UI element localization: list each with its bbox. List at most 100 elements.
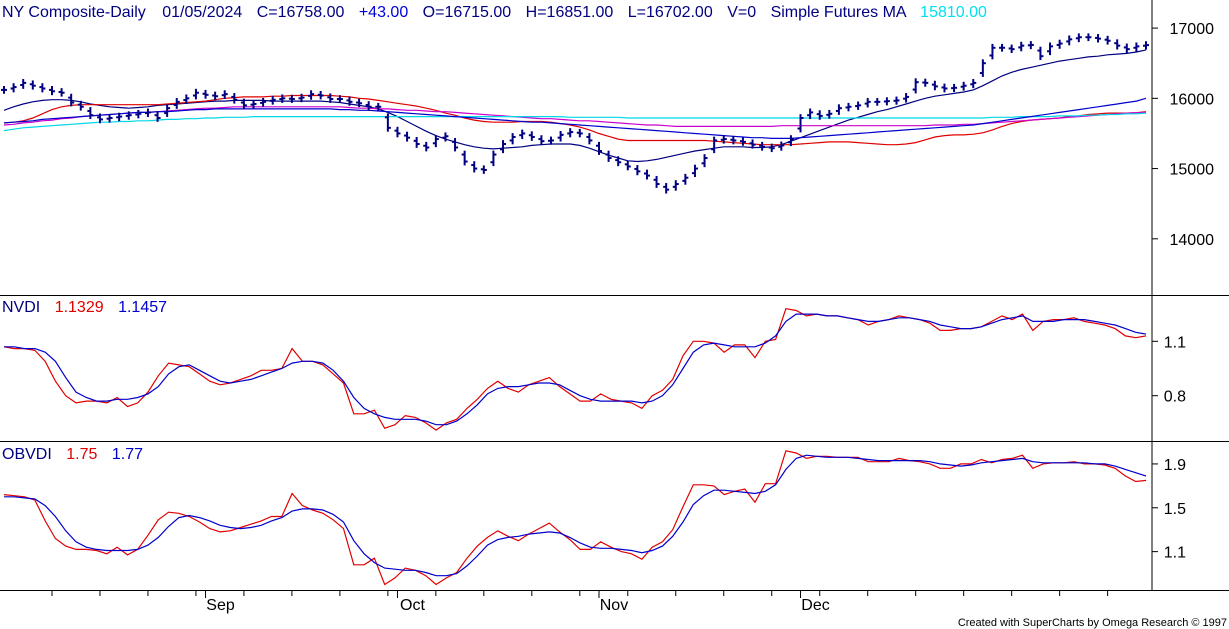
obvdi-tick-label: 1.9	[1164, 457, 1186, 474]
ohlc-bar	[250, 100, 257, 109]
ohlc-bar	[595, 141, 602, 155]
ohlc-bar	[912, 78, 919, 94]
ohlc-bar	[269, 95, 276, 105]
ohlc-bar	[183, 94, 190, 104]
ohlc-bar	[87, 107, 94, 120]
ohlc-bar	[154, 111, 161, 122]
ohlc-bar	[1056, 39, 1063, 49]
ohlc-bar	[845, 102, 852, 112]
ohlc-bar	[835, 104, 842, 115]
ohlc-bar	[605, 150, 612, 162]
ohlc-bar	[615, 156, 622, 167]
ma-line	[3, 49, 1147, 163]
ohlc-bar	[624, 160, 631, 171]
ohlc-bar	[1037, 46, 1044, 61]
ohlc-bar	[979, 59, 986, 77]
obvdi-tick-label: 1.5	[1164, 501, 1186, 518]
ohlc-bar	[970, 79, 977, 89]
ma-line	[3, 94, 1147, 146]
ohlc-bar	[778, 141, 785, 151]
ohlc-bar	[855, 101, 862, 110]
ohlc-bar	[951, 83, 958, 93]
nvdi-value-1: 1.1329	[55, 299, 104, 316]
ohlc-bar	[116, 112, 123, 122]
ohlc-bar	[922, 78, 929, 87]
ohlc-bar	[893, 96, 900, 105]
open-label: O=16715.00	[423, 4, 512, 21]
ohlc-bar	[720, 135, 727, 144]
ohlc-bar	[864, 97, 871, 108]
ohlc-bar	[346, 96, 353, 106]
ma-line	[3, 97, 1147, 139]
ohlc-bar	[375, 102, 382, 111]
ohlc-bar	[691, 164, 698, 177]
ohlc-bar	[567, 128, 574, 138]
ohlc-bar	[807, 108, 814, 120]
symbol-label: NY Composite-Daily	[2, 4, 146, 21]
ohlc-bar	[260, 97, 267, 107]
ohlc-bar	[48, 86, 55, 96]
obvdi-tick-label: 1.1	[1164, 545, 1186, 562]
chart-header: NY Composite-Daily 01/05/2024 C=16758.00…	[2, 4, 987, 21]
ohlc-bar	[365, 101, 372, 111]
ohlc-bar	[125, 111, 132, 120]
ohlc-bar	[931, 80, 938, 91]
ohlc-bar	[1095, 34, 1102, 43]
ohlc-bar	[1114, 39, 1121, 50]
ohlc-bar	[106, 114, 113, 123]
credit-text: Created with SuperCharts by Omega Resear…	[958, 617, 1227, 629]
nvdi-header: NVDI 1.1329 1.1457	[2, 299, 167, 316]
obvdi-pane: 1.1 1.5 1.9	[3, 450, 1186, 586]
ohlc-bar	[711, 136, 718, 154]
ohlc-bar	[1085, 33, 1092, 42]
ohlc-bar	[768, 143, 775, 153]
ohlc-bar	[663, 182, 670, 194]
nvdi-tick-label: 0.8	[1164, 389, 1186, 406]
ohlc-bar	[1008, 44, 1015, 54]
ohlc-bar	[413, 136, 420, 148]
ohlc-bar	[1104, 35, 1111, 45]
ma-label: Simple Futures MA	[771, 4, 907, 21]
ohlc-bar	[643, 169, 650, 180]
ohlc-bar	[634, 165, 641, 176]
ohlc-bar	[682, 173, 689, 185]
ohlc-bar	[730, 135, 737, 145]
ohlc-bar	[461, 150, 468, 166]
ohlc-bar	[1133, 42, 1140, 52]
ohlc-bar	[404, 131, 411, 142]
ohlc-bar	[288, 94, 295, 103]
nvdi-value-2: 1.1457	[118, 299, 167, 316]
ohlc-bar	[1027, 41, 1034, 50]
ohlc-bar	[29, 80, 36, 90]
ohlc-bar	[1018, 41, 1025, 52]
ohlc-bar	[739, 137, 746, 146]
ohlc-bar	[759, 141, 766, 151]
obvdi-header: OBVDI 1.75 1.77	[2, 446, 143, 463]
x-axis: Sep Oct Nov Dec	[51, 590, 1109, 614]
nvdi-pane: 0.8 1.1	[3, 308, 1186, 431]
month-label: Nov	[600, 597, 628, 614]
ohlc-bar	[298, 93, 305, 103]
obvdi-value-1: 1.75	[66, 446, 97, 463]
ohlc-bar	[10, 83, 17, 93]
ohlc-bar	[192, 88, 199, 100]
ohlc-bar	[509, 133, 516, 145]
ohlc-bar	[749, 139, 756, 149]
ohlc-bar	[432, 135, 439, 148]
month-label: Dec	[801, 597, 829, 614]
high-label: H=16851.00	[526, 4, 614, 21]
ohlc-bar	[903, 93, 910, 103]
ohlc-bar	[653, 175, 660, 188]
ohlc-bar	[826, 109, 833, 119]
ohlc-bar	[356, 98, 363, 108]
ohlc-bar	[1123, 43, 1130, 54]
price-tick-label: 14000	[1170, 232, 1215, 249]
ohlc-bar	[557, 130, 564, 142]
date-label: 01/05/2024	[162, 4, 242, 21]
ohlc-bar	[1066, 35, 1073, 46]
ohlc-bar	[960, 81, 967, 91]
ohlc-bar	[1, 86, 7, 94]
price-pane: 14000 15000 16000 17000	[1, 21, 1214, 249]
ohlc-bar	[519, 129, 526, 140]
